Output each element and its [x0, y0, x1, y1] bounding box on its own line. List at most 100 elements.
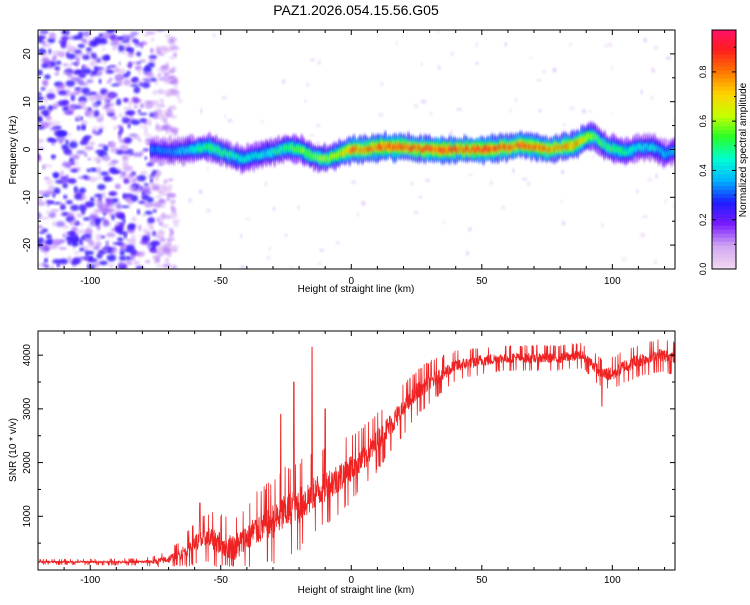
colorbar-segment	[712, 49, 736, 55]
spectrogram-noise-speckle	[456, 108, 463, 111]
spectrogram-noise-speckle	[264, 181, 267, 187]
spectrogram-noise-speckle	[81, 87, 91, 95]
spectrogram-noise-speckle	[268, 246, 272, 251]
spectrogram-ridge-cell	[377, 144, 381, 150]
spectrogram-noise-speckle	[413, 211, 419, 214]
spectrogram-noise-speckle	[38, 190, 47, 195]
spectrogram-noise-speckle	[86, 79, 94, 84]
spectrogram-ridge-cell	[356, 148, 360, 154]
spectrogram-noise-speckle	[89, 72, 95, 77]
spectrogram-noise-speckle	[170, 115, 177, 119]
spectrogram-noise-speckle	[56, 135, 66, 143]
spectrogram-ridge-cell	[237, 156, 241, 161]
spectrogram-ridge-cell	[329, 154, 333, 159]
colorbar-segment	[712, 181, 736, 186]
spectrogram-noise-speckle	[152, 90, 157, 96]
colorbar-segment	[712, 81, 736, 87]
spectrogram-ridge-cell	[421, 147, 425, 152]
colorbar-segment	[712, 157, 736, 163]
spectrogram-noise-speckle	[164, 258, 170, 263]
spectrogram-noise-speckle	[127, 185, 137, 191]
spectrogram-noise-speckle	[143, 227, 148, 235]
spectrogram-ridge-cell	[649, 145, 653, 151]
spectrogram-noise-speckle	[137, 109, 142, 113]
spectrogram-ridge-cell	[298, 147, 302, 153]
spectrogram-ridge-cell	[513, 143, 517, 149]
spectrogram-noise-speckle	[158, 188, 162, 196]
spectrogram-ridge-cell	[275, 145, 279, 155]
spectrogram-ridge-cell	[603, 141, 607, 147]
spectrogram-noise-speckle	[150, 77, 157, 82]
spectrogram-noise-speckle	[82, 106, 90, 110]
spectrogram-noise-speckle	[38, 37, 44, 43]
spectrogram-noise-speckle	[86, 51, 92, 55]
colorbar-segment	[712, 137, 736, 143]
colorbar-segment	[712, 97, 736, 103]
spectrogram-noise-speckle	[245, 217, 250, 221]
spectrogram-noise-speckle	[163, 119, 168, 125]
spectrogram-noise-speckle	[113, 126, 117, 130]
spectrogram-noise-speckle	[467, 173, 473, 176]
spectrogram-noise-speckle	[106, 30, 116, 34]
spectrogram-noise-speckle	[475, 62, 479, 65]
spectrogram-noise-speckle	[319, 249, 325, 252]
spectrogram-noise-speckle	[169, 46, 180, 51]
spectrogram-ridge-cell	[258, 153, 262, 159]
spectrogram-ridge-cell	[505, 145, 508, 150]
spectrogram-ridge-cell	[168, 148, 172, 154]
spectrogram-ridge-cell	[619, 147, 623, 153]
spectrogram-noise-speckle	[93, 109, 100, 118]
spectrogram-ridge-cell	[626, 150, 630, 155]
spectrogram-ridge-cell	[601, 138, 604, 148]
spectrogram-noise-speckle	[41, 216, 49, 220]
spectrogram-ridge-cell	[308, 151, 312, 157]
colorbar-segment	[712, 89, 736, 95]
spectrogram-noise-speckle	[672, 204, 675, 208]
spectrogram-noise-speckle	[159, 238, 166, 243]
spectrogram-ridge-cell	[197, 146, 201, 152]
spectrogram-noise-speckle	[83, 235, 93, 242]
spectrogram-ridge-cell	[208, 144, 212, 154]
spectrogram-ridge-cell	[565, 144, 569, 150]
spectrogram-noise-speckle	[504, 42, 508, 47]
spectrogram-ridge-cell	[647, 145, 650, 151]
spectrogram-noise-speckle	[75, 115, 81, 121]
spectrogram-noise-speckle	[160, 46, 170, 54]
spectrogram-noise-speckle	[95, 233, 102, 241]
spectrogram-ridge-cell	[419, 147, 423, 153]
spectrogram-noise-speckle	[98, 260, 108, 266]
spectrogram-noise-speckle	[131, 194, 139, 202]
spectrogram-ridge-cell	[321, 155, 325, 161]
spectrogram-noise-speckle	[592, 155, 595, 158]
spectrogram-noise-speckle	[158, 76, 167, 81]
spectrogram-ridge-cell	[580, 139, 584, 144]
spectrogram-noise-speckle	[69, 139, 78, 143]
spectrogram-noise-speckle	[665, 56, 672, 60]
spectrogram-noise-speckle	[105, 69, 115, 74]
spectrogram-ridge-cell	[596, 137, 600, 144]
spectrogram-ridge-cell	[346, 148, 350, 154]
spectrogram-ridge-cell	[262, 151, 266, 157]
spectrogram-noise-speckle	[136, 152, 143, 158]
spectrogram-noise-speckle	[317, 262, 322, 265]
colorbar-segment	[712, 85, 736, 91]
spectrogram-ridge-cell	[536, 144, 540, 149]
spectrogram-noise-speckle	[88, 141, 95, 146]
spectrogram-ridge-cell	[642, 144, 646, 149]
spectrogram-noise-speckle	[125, 260, 133, 266]
snr-y-tick-label: 3000	[22, 397, 33, 420]
spectrogram-noise-speckle	[170, 199, 176, 205]
spectrogram-ridge-cell	[661, 151, 665, 157]
colorbar-segment	[712, 129, 736, 135]
spectrogram-noise-speckle	[80, 120, 88, 126]
colorbar-gradient	[712, 30, 736, 270]
spectrogram-noise-speckle	[81, 65, 88, 70]
spectrogram-noise-speckle	[91, 168, 97, 172]
colorbar-segment	[712, 213, 736, 218]
spectrogram-noise-speckle	[83, 152, 88, 157]
spectrogram-noise-speckle	[420, 62, 423, 67]
spectrogram-noise-speckle	[38, 95, 45, 101]
spectrogram-noise-speckle	[71, 76, 81, 82]
spectrogram-noise-speckle	[121, 116, 130, 124]
